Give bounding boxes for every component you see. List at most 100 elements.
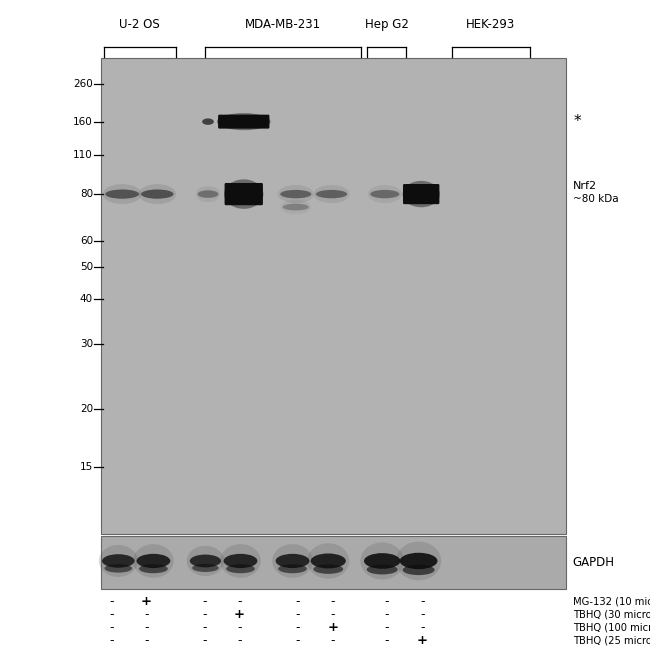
Ellipse shape — [141, 190, 174, 199]
Ellipse shape — [280, 190, 311, 199]
Ellipse shape — [224, 554, 257, 568]
Ellipse shape — [190, 554, 221, 567]
FancyBboxPatch shape — [218, 115, 270, 129]
Text: 110: 110 — [73, 150, 93, 160]
Text: 260: 260 — [73, 79, 93, 89]
Ellipse shape — [278, 185, 314, 203]
Ellipse shape — [368, 185, 402, 203]
Text: -: - — [203, 608, 207, 621]
Text: -: - — [331, 608, 335, 621]
Ellipse shape — [402, 181, 440, 207]
Text: 20: 20 — [80, 404, 93, 414]
Text: -: - — [110, 608, 114, 621]
Ellipse shape — [105, 564, 132, 573]
Text: -: - — [421, 608, 424, 621]
Ellipse shape — [105, 190, 139, 199]
Ellipse shape — [99, 545, 138, 577]
Text: TBHQ (100 micromolar for 4h): TBHQ (100 micromolar for 4h) — [573, 622, 650, 633]
FancyBboxPatch shape — [101, 58, 566, 534]
Ellipse shape — [364, 553, 400, 569]
Text: -: - — [296, 621, 300, 634]
Text: 30: 30 — [80, 339, 93, 349]
Text: 40: 40 — [80, 294, 93, 304]
Text: -: - — [296, 634, 300, 647]
Text: -: - — [144, 608, 148, 621]
Text: -: - — [110, 621, 114, 634]
Text: ~80 kDa: ~80 kDa — [573, 193, 619, 204]
Text: -: - — [237, 595, 241, 608]
Text: 60: 60 — [80, 236, 93, 246]
Text: Hep G2: Hep G2 — [365, 18, 409, 31]
Ellipse shape — [316, 190, 347, 199]
Ellipse shape — [102, 554, 135, 567]
Ellipse shape — [281, 200, 311, 214]
Ellipse shape — [138, 184, 176, 204]
Ellipse shape — [202, 118, 214, 125]
Ellipse shape — [402, 565, 435, 575]
Text: +: + — [417, 634, 428, 647]
Text: GAPDH: GAPDH — [572, 556, 614, 569]
Ellipse shape — [400, 553, 437, 569]
Ellipse shape — [313, 564, 343, 574]
Ellipse shape — [133, 544, 174, 578]
Text: Nrf2: Nrf2 — [573, 181, 597, 192]
Ellipse shape — [278, 564, 307, 573]
Text: -: - — [421, 621, 424, 634]
Text: -: - — [110, 634, 114, 647]
Text: -: - — [296, 595, 300, 608]
Ellipse shape — [198, 190, 218, 198]
FancyBboxPatch shape — [403, 184, 439, 204]
Text: -: - — [331, 595, 335, 608]
Text: +: + — [328, 621, 338, 634]
Ellipse shape — [307, 543, 349, 578]
Ellipse shape — [103, 184, 142, 204]
Text: -: - — [203, 595, 207, 608]
Ellipse shape — [224, 179, 263, 209]
Ellipse shape — [276, 554, 309, 568]
Ellipse shape — [311, 553, 346, 569]
Text: MDA-MB-231: MDA-MB-231 — [244, 18, 321, 31]
Text: *: * — [573, 114, 581, 129]
Ellipse shape — [283, 204, 309, 210]
Text: 15: 15 — [80, 462, 93, 472]
Text: -: - — [237, 634, 241, 647]
Ellipse shape — [396, 542, 441, 580]
Ellipse shape — [196, 186, 220, 203]
Ellipse shape — [313, 185, 350, 203]
Text: -: - — [203, 634, 207, 647]
Text: U-2 OS: U-2 OS — [120, 18, 160, 31]
FancyBboxPatch shape — [101, 536, 566, 589]
Ellipse shape — [217, 113, 270, 130]
Ellipse shape — [367, 564, 398, 575]
Ellipse shape — [192, 564, 218, 572]
Text: -: - — [331, 634, 335, 647]
Text: TBHQ (25 micromolar for 4h): TBHQ (25 micromolar for 4h) — [573, 635, 650, 646]
Ellipse shape — [226, 564, 255, 573]
Text: 50: 50 — [80, 261, 93, 272]
Text: -: - — [296, 608, 300, 621]
Text: 160: 160 — [73, 116, 93, 127]
Text: +: + — [234, 608, 244, 621]
Text: -: - — [385, 608, 389, 621]
Ellipse shape — [187, 546, 224, 576]
Text: 80: 80 — [80, 189, 93, 199]
Text: -: - — [237, 621, 241, 634]
Text: -: - — [385, 595, 389, 608]
Ellipse shape — [272, 544, 313, 578]
Text: -: - — [144, 634, 148, 647]
Text: HEK-293: HEK-293 — [466, 18, 515, 31]
Text: TBHQ (30 micromoalr for 4h): TBHQ (30 micromoalr for 4h) — [573, 609, 650, 620]
Ellipse shape — [220, 544, 261, 578]
Ellipse shape — [360, 542, 404, 580]
Text: +: + — [141, 595, 151, 608]
Text: -: - — [385, 621, 389, 634]
Text: -: - — [203, 621, 207, 634]
Text: -: - — [144, 621, 148, 634]
Text: -: - — [110, 595, 114, 608]
Text: MG-132 (10 micromolar for 10h): MG-132 (10 micromolar for 10h) — [573, 597, 650, 607]
Ellipse shape — [136, 554, 170, 568]
Text: -: - — [421, 595, 424, 608]
FancyBboxPatch shape — [225, 183, 263, 205]
Ellipse shape — [139, 564, 168, 573]
Ellipse shape — [370, 190, 399, 199]
